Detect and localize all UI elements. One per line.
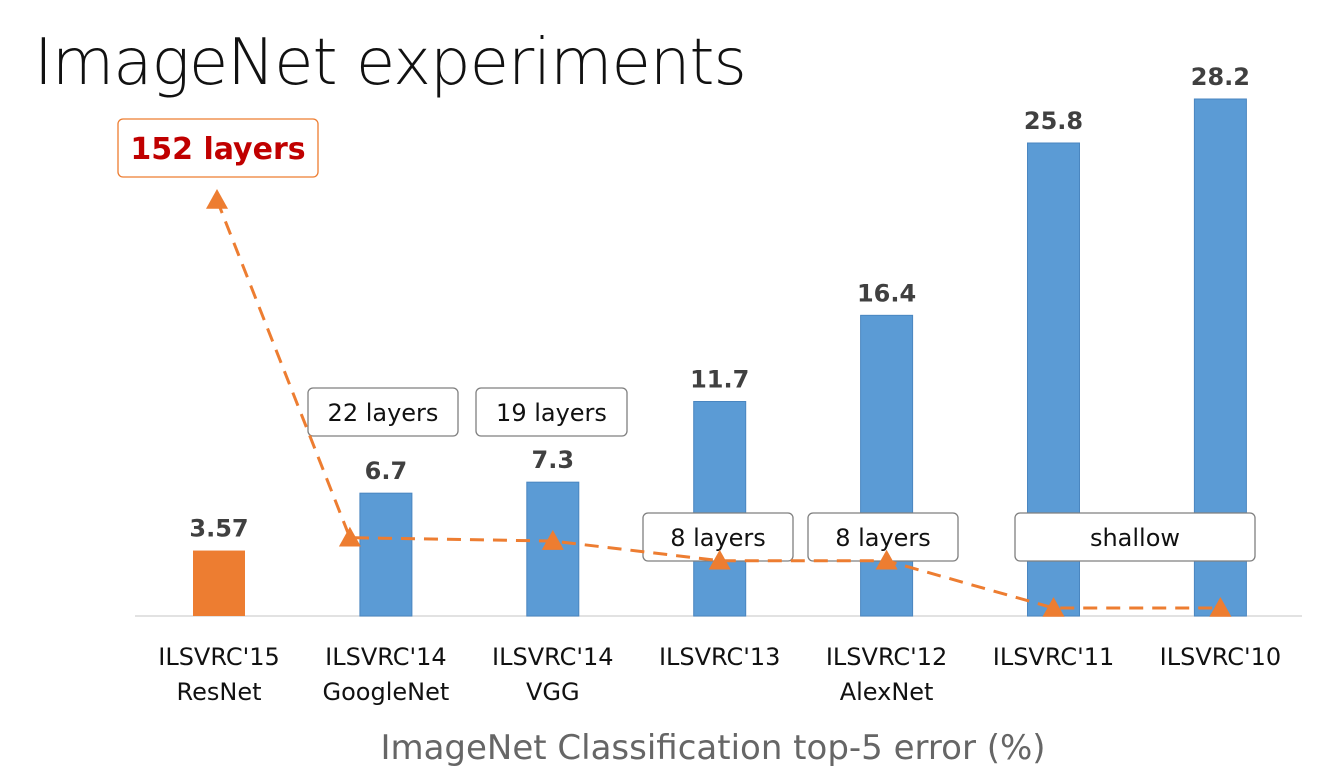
tick-label-0-0: ILSVRC'15	[158, 643, 279, 671]
annotation-box-5	[1014, 512, 1256, 562]
slide-title: ImageNet experiments	[34, 26, 747, 100]
data-label-2: 7.3	[532, 446, 575, 474]
bar-0	[193, 550, 245, 616]
tick-label-3-0: ILSVRC'13	[659, 643, 780, 671]
data-label-4: 16.4	[857, 279, 916, 307]
tick-label-1-1: GoogleNet	[323, 678, 450, 706]
tick-label-0-1: ResNet	[177, 678, 262, 706]
annotation-text-0: 152 layers	[130, 132, 305, 167]
depth-marker-5	[1042, 597, 1065, 617]
depth-marker-1	[338, 526, 361, 547]
annotation-text-1: 22 layers	[328, 399, 439, 427]
bar-3	[693, 401, 747, 617]
bar-4	[860, 314, 914, 617]
annotation-box-0	[117, 118, 319, 178]
data-label-5: 25.8	[1024, 107, 1083, 135]
tick-label-2-0: ILSVRC'14	[492, 643, 613, 671]
tick-label-4-1: AlexNet	[840, 678, 934, 706]
tick-label-6-0: ILSVRC'10	[1160, 643, 1281, 671]
tick-label-4-0: ILSVRC'12	[826, 643, 947, 671]
bar-1	[359, 492, 413, 617]
data-label-3: 11.7	[690, 366, 749, 394]
data-label-1: 6.7	[365, 457, 408, 485]
depth-marker-0	[206, 189, 228, 209]
tick-label-2-1: VGG	[526, 678, 580, 706]
annotation-text-2: 19 layers	[496, 399, 607, 427]
depth-marker-2	[541, 530, 564, 550]
annotation-box-1	[307, 387, 459, 437]
annotation-text-5: shallow	[1090, 524, 1180, 552]
data-label-6: 28.2	[1191, 63, 1250, 91]
data-label-0: 3.57	[189, 515, 248, 543]
tick-label-5-0: ILSVRC'11	[993, 643, 1114, 671]
tick-label-1-0: ILSVRC'14	[325, 643, 446, 671]
annotation-box-2	[475, 387, 628, 437]
depth-marker-4	[875, 549, 898, 570]
depth-marker-3	[708, 549, 731, 570]
depth-marker-6	[1209, 597, 1232, 617]
annotation-text-4: 8 layers	[835, 524, 931, 552]
annotation-text-3: 8 layers	[670, 524, 766, 552]
x-axis-title: ImageNet Classification top-5 error (%)	[380, 728, 1046, 768]
